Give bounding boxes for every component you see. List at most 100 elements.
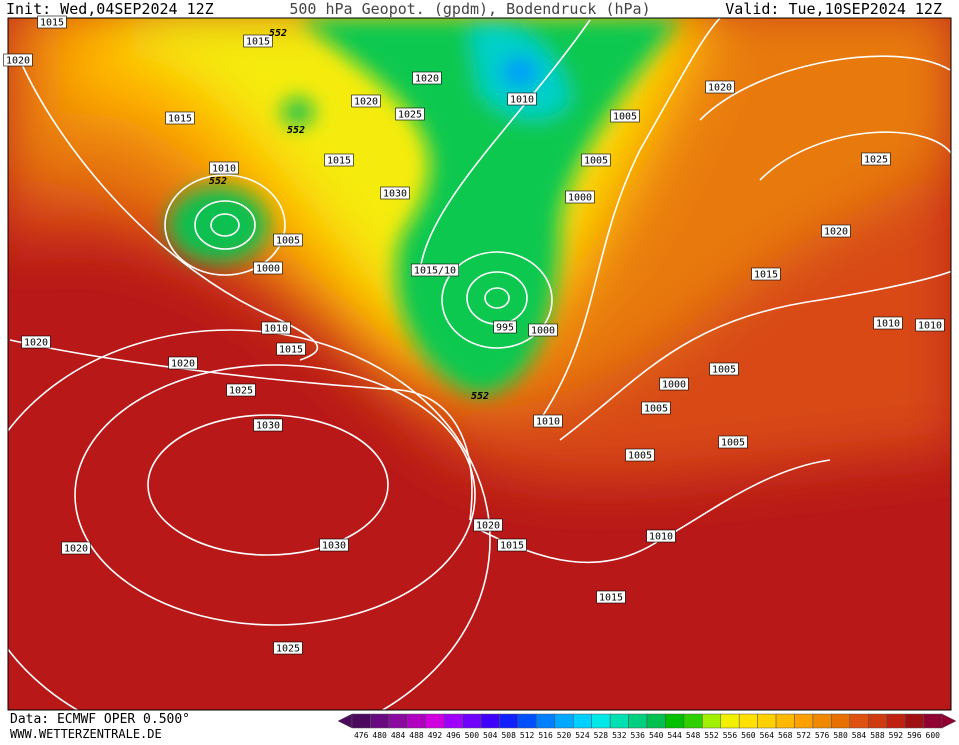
scale-label: 520 (557, 731, 572, 740)
isobar-label: 1010 (649, 532, 673, 543)
label-box (473, 518, 503, 532)
label-box (709, 362, 739, 376)
scale-label: 524 (575, 731, 590, 740)
label-box (646, 529, 676, 543)
scale-swatch (702, 713, 721, 729)
scale-swatch (665, 713, 685, 729)
isobar-label: 1010 (876, 319, 900, 330)
isobar-label: 1005 (276, 236, 300, 247)
scale-swatch (646, 713, 666, 729)
isobar-label: 1005 (712, 365, 736, 376)
label-box (165, 111, 195, 125)
isobar-label: 1015 (246, 37, 270, 48)
label-box (861, 152, 891, 166)
scale-label: 536 (631, 731, 646, 740)
isobar-label: 1010 (510, 95, 534, 106)
scale-swatch (573, 713, 592, 729)
isobar-label: 1015 (168, 114, 192, 125)
label-box (273, 641, 303, 655)
isobar-label: 1005 (644, 404, 668, 415)
scale-label: 540 (649, 731, 664, 740)
scale-swatch (720, 713, 740, 729)
isobar-label: 1015 (754, 270, 778, 281)
label-box (528, 323, 558, 337)
scale-swatch (351, 713, 371, 729)
isobar-label: 1015 (500, 541, 524, 552)
scale-arrow-right (941, 713, 957, 729)
isobar-label: 1000 (256, 264, 280, 275)
isobar-label: 1005 (584, 156, 608, 167)
scale-swatch (923, 713, 943, 729)
label-box (821, 224, 851, 238)
scale-swatch (407, 713, 426, 729)
scale-swatch (425, 713, 445, 729)
scale-swatch (775, 713, 795, 729)
label-box (533, 414, 563, 428)
website: WWW.WETTERZENTRALE.DE (10, 727, 162, 741)
isobar-label: 1010 (918, 321, 942, 332)
isobar-label: 1020 (64, 544, 88, 555)
contour-label: 552 (269, 28, 287, 39)
scale-label: 500 (465, 731, 480, 740)
label-box (253, 261, 283, 275)
label-box (276, 342, 306, 356)
scale-swatch (904, 713, 924, 729)
isobar-label: 1010 (536, 417, 560, 428)
label-box (380, 186, 410, 200)
scale-swatch (554, 713, 574, 729)
isobar-label: 1025 (276, 644, 300, 655)
label-box (319, 538, 349, 552)
scale-swatch (480, 713, 500, 729)
scale-label: 480 (372, 731, 387, 740)
label-box (351, 94, 381, 108)
label-box (705, 80, 735, 94)
label-box (718, 435, 748, 449)
color-scale: 476 480 484 488 492 496 500 504 508 512 516 520 524 5… (337, 713, 957, 740)
label-box (37, 15, 67, 29)
isobar-label: 1030 (322, 541, 346, 552)
isobar-label: 1020 (708, 83, 732, 94)
scale-swatch (628, 713, 648, 729)
isobar-label: 1015 (599, 593, 623, 604)
isobar-label: 1020 (171, 359, 195, 370)
label-box (243, 34, 273, 48)
scale-label: 592 (889, 731, 904, 740)
scale-label: 508 (501, 731, 516, 740)
isobar-label: 1005 (721, 438, 745, 449)
scale-label: 512 (520, 731, 535, 740)
isobar-label: 1025 (864, 155, 888, 166)
scale-swatch (388, 713, 408, 729)
contour-label: 552 (471, 391, 489, 402)
label-box (610, 109, 640, 123)
valid-time: Valid: Tue,10SEP2024 12Z (725, 0, 942, 18)
label-box (21, 335, 51, 349)
scale-swatch (536, 713, 556, 729)
scale-label: 572 (796, 731, 811, 740)
scale-label: 504 (483, 731, 498, 740)
scale-label: 584 (852, 731, 867, 740)
scale-label: 568 (778, 731, 793, 740)
label-box (253, 418, 283, 432)
scale-swatch (886, 713, 906, 729)
isobar-label: 995 (496, 323, 514, 334)
data-source: Data: ECMWF OPER 0.500° (10, 712, 190, 727)
label-box (659, 377, 689, 391)
isobar-label: 1020 (824, 227, 848, 238)
isobar-label: 1030 (383, 189, 407, 200)
scale-label: 492 (428, 731, 443, 740)
isobar-label: 1000 (662, 380, 686, 391)
scale-swatch (517, 713, 537, 729)
label-box (3, 53, 33, 67)
label-box (226, 383, 256, 397)
label-box (395, 107, 425, 121)
scale-label: 476 (354, 731, 369, 740)
scale-swatch (609, 713, 629, 729)
scale-label: 580 (833, 731, 848, 740)
label-box (915, 318, 945, 332)
scale-swatch (849, 713, 869, 729)
isobar-label: 1000 (531, 326, 555, 337)
init-time: Init: Wed,04SEP2024 12Z (6, 0, 214, 18)
